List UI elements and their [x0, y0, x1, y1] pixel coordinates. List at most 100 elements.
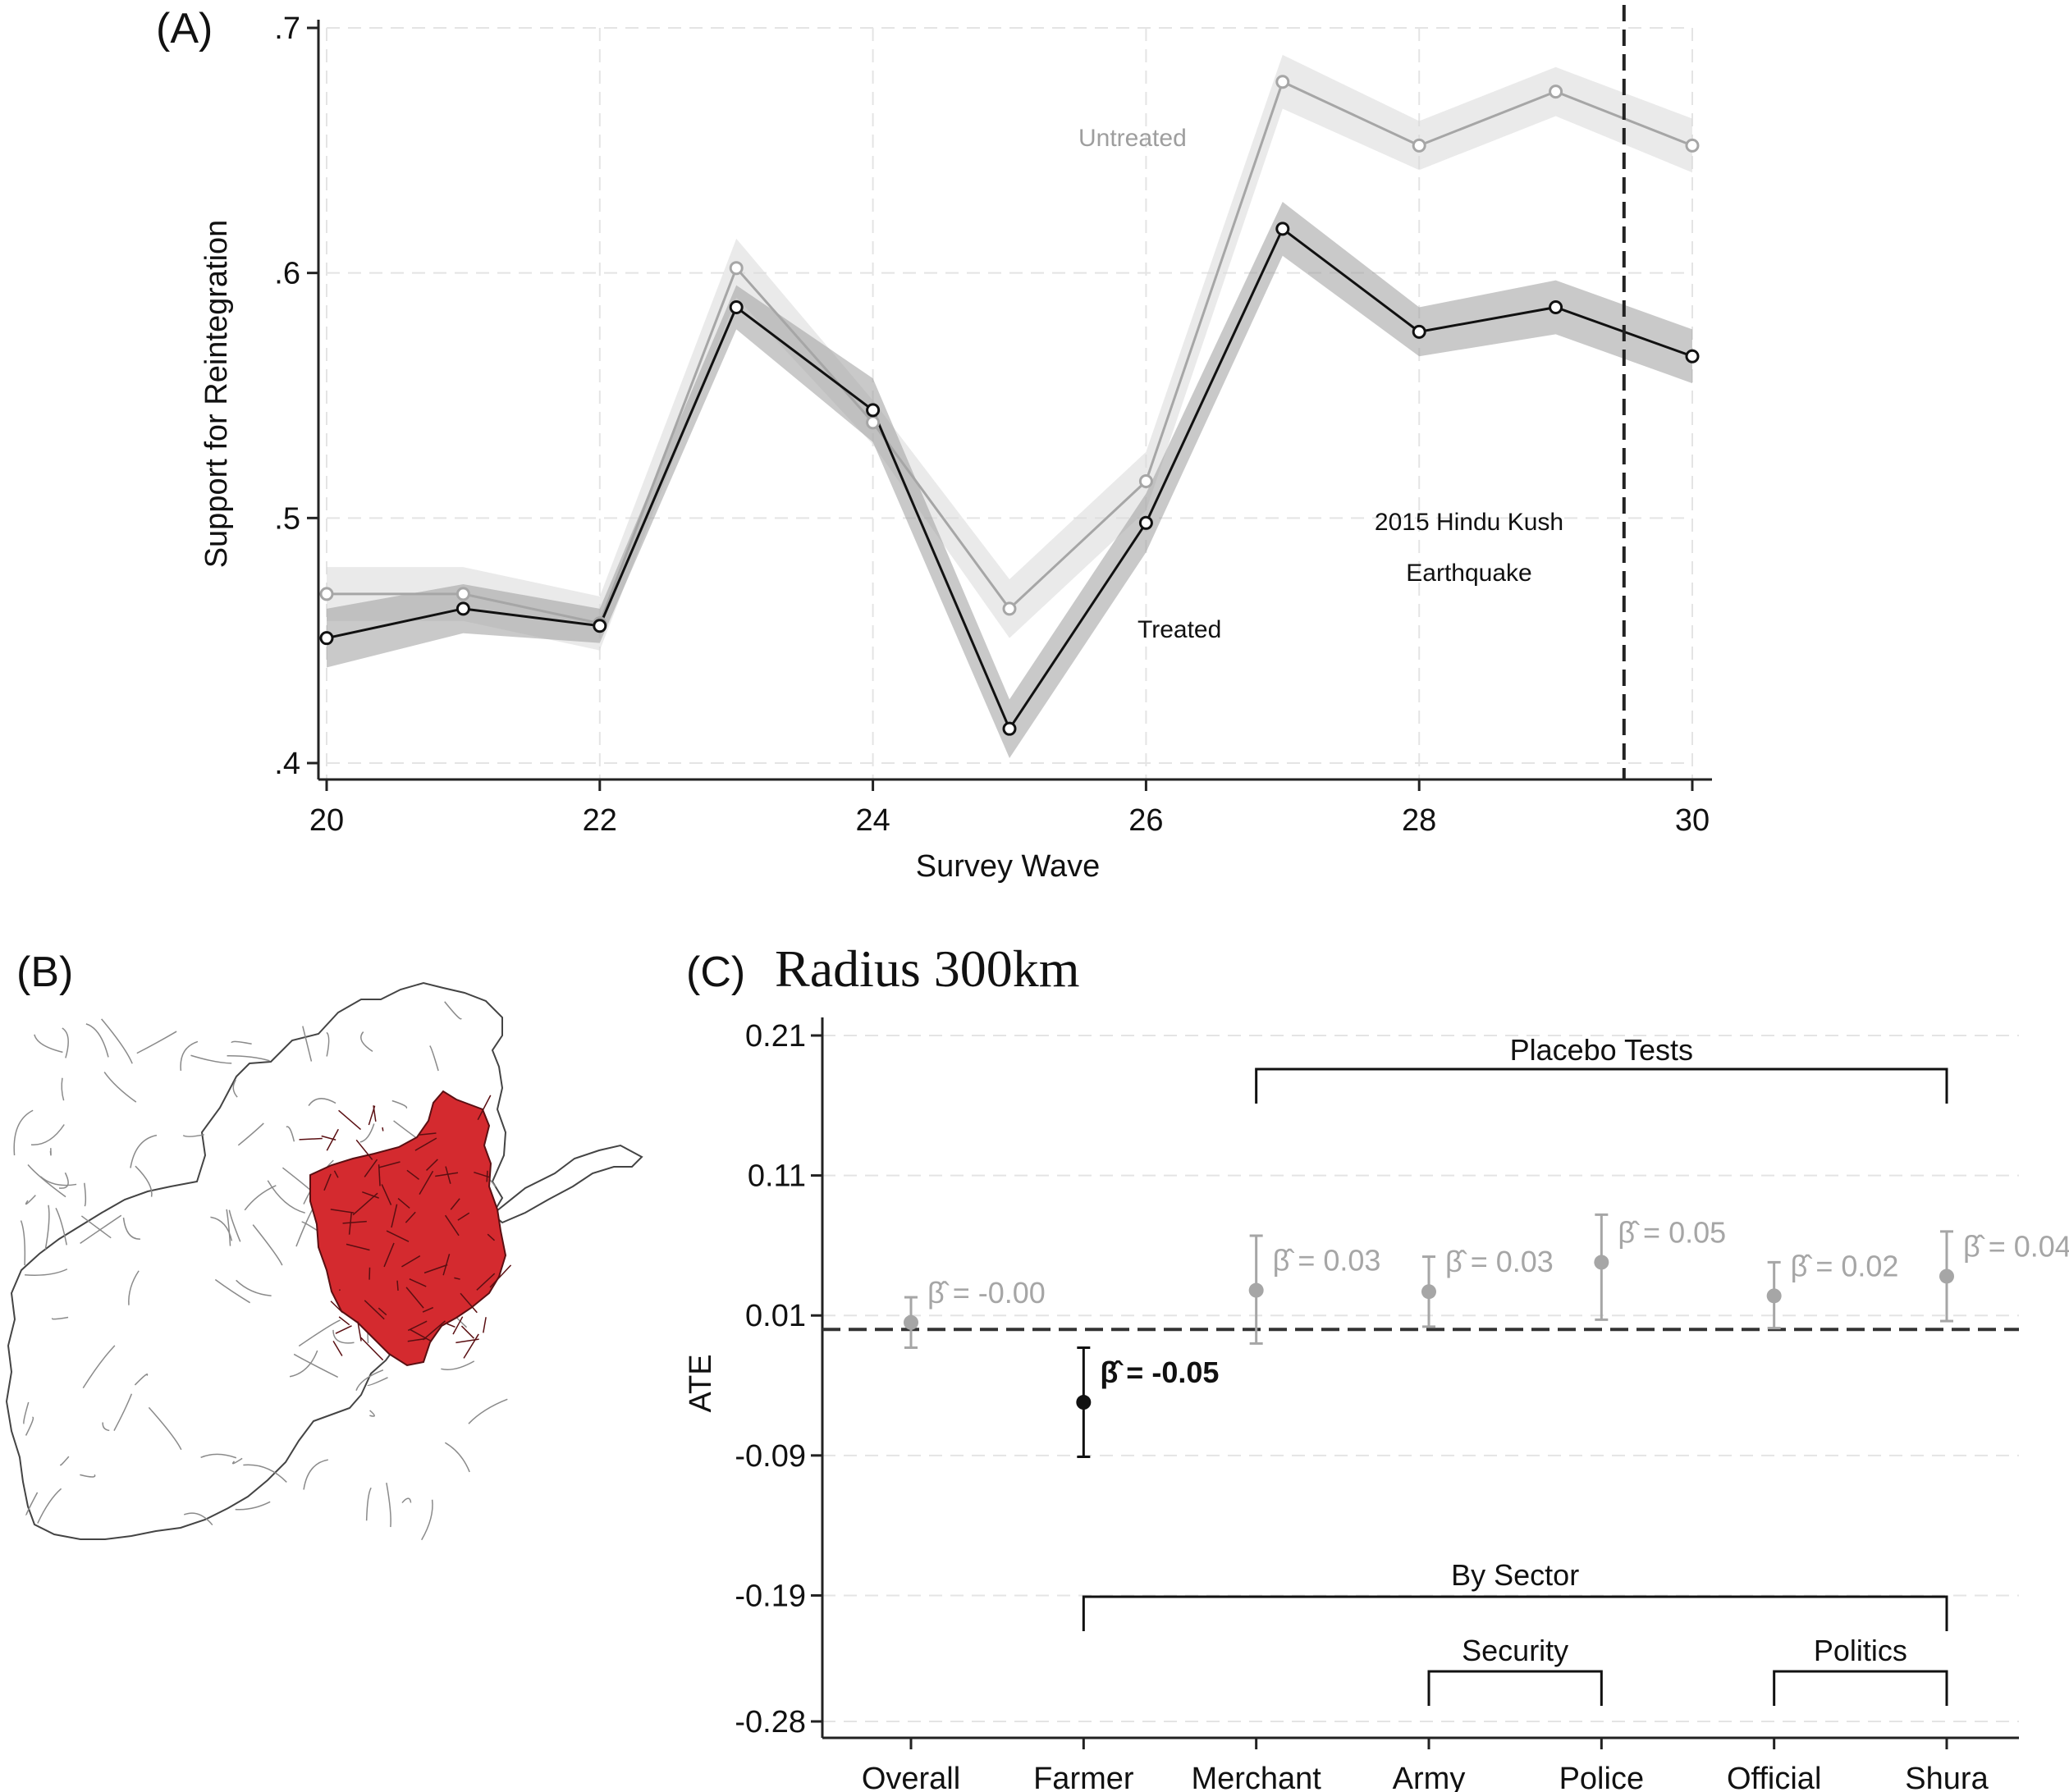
- estimate-label-official: β̂ = 0.02: [1791, 1249, 1899, 1282]
- highlighted-district-boundary: [445, 1166, 451, 1184]
- chart-c-y-tick-label: -0.28: [735, 1705, 806, 1739]
- highlighted-district-boundary: [378, 1164, 381, 1186]
- district-boundary: [183, 1512, 213, 1526]
- district-boundary: [210, 1216, 233, 1241]
- district-boundary: [244, 1185, 277, 1211]
- highlighted-district-boundary: [460, 1292, 478, 1314]
- chart-c: 0.21 0.11 0.01 -0.09 -0.19 -0.28 Overall Farmer…: [684, 1017, 2069, 1792]
- highlighted-district-boundary: [426, 1159, 438, 1171]
- highlighted-district-boundary: [368, 1105, 376, 1126]
- highlighted-district-boundary: [405, 1287, 424, 1309]
- district-boundary: [84, 1182, 87, 1207]
- point-treated: [1685, 349, 1700, 363]
- point-treated: [1412, 324, 1426, 339]
- highlighted-district-boundary: [489, 1264, 512, 1288]
- district-boundary: [135, 1165, 153, 1197]
- highlighted-district-boundary: [338, 1109, 362, 1131]
- highlighted-district-boundary: [348, 1212, 353, 1235]
- district-boundary: [359, 1123, 375, 1143]
- district-boundary: [267, 1180, 305, 1214]
- district-boundary: [51, 1316, 69, 1320]
- district-boundary: [355, 1369, 384, 1392]
- highlighted-district-boundary: [386, 1230, 410, 1242]
- bracket-label-placebo-tests: Placebo Tests: [1510, 1033, 1693, 1067]
- panel-label-c: (C): [686, 949, 745, 996]
- district-boundary: [308, 1098, 336, 1107]
- highlighted-district-boundary: [396, 1280, 399, 1291]
- district-boundary: [441, 1360, 475, 1370]
- district-boundary: [302, 1026, 313, 1062]
- highlighted-district-boundary: [378, 1161, 401, 1168]
- highlighted-district-boundary: [435, 1172, 459, 1177]
- bracket-placebo-tests: [1255, 1067, 1948, 1104]
- district-boundary: [148, 1406, 182, 1451]
- highlighted-district-boundary: [460, 1325, 475, 1339]
- point-untreated: [319, 587, 334, 601]
- highlighted-district-boundary: [405, 1211, 416, 1223]
- point-treated: [1275, 222, 1290, 236]
- point-treated: [1002, 721, 1017, 736]
- district-boundary: [113, 1393, 133, 1431]
- highlighted-district-boundary: [450, 1198, 460, 1210]
- highlighted-district-boundary: [419, 1132, 437, 1136]
- district-boundary: [429, 1045, 439, 1072]
- point-untreated: [866, 415, 881, 430]
- chart-a-y-tick-label: .4: [274, 747, 300, 781]
- district-boundary: [468, 1398, 508, 1424]
- highlighted-district-boundary: [476, 1273, 496, 1291]
- district-boundary: [252, 1224, 283, 1266]
- district-boundary: [214, 1278, 251, 1304]
- highlighted-district-boundary: [333, 1170, 339, 1178]
- district-boundary: [444, 1001, 462, 1020]
- estimate-point-official: [1766, 1288, 1782, 1304]
- district-boundary: [293, 1353, 339, 1378]
- district-boundary: [85, 1023, 109, 1058]
- district-boundary: [332, 1329, 355, 1344]
- district-boundary: [180, 1040, 199, 1072]
- highlighted-district-boundary: [346, 1243, 370, 1251]
- estimate-point-police: [1594, 1255, 1609, 1270]
- bracket-label-politics: Politics: [1814, 1634, 1907, 1667]
- chart-a-grid: [326, 27, 1693, 779]
- district-boundary: [44, 1205, 50, 1250]
- chart-c-estimates: β̂ = -0.00 β̂ = -0.05 β̂ = 0.03 β̂ = 0.03 β̂…: [904, 1213, 2069, 1459]
- district-boundary: [82, 1345, 116, 1389]
- estimate-label-farmer: β̂ = -0.05: [1100, 1355, 1219, 1389]
- district-boundary: [25, 1416, 34, 1436]
- point-treated: [1549, 299, 1563, 314]
- bracket-label-by-sector: By Sector: [1451, 1558, 1579, 1592]
- highlighted-district-boundary: [452, 1316, 464, 1335]
- district-boundary: [30, 1124, 65, 1145]
- district-boundary: [122, 1217, 140, 1240]
- highlighted-district-boundary: [410, 1328, 433, 1342]
- highlighted-district-boundary: [397, 1198, 410, 1209]
- district-boundary: [401, 1497, 412, 1504]
- highlighted-district-boundary: [423, 1264, 448, 1274]
- chart-c-title: Radius 300km: [775, 939, 1080, 998]
- district-boundary: [369, 1410, 375, 1417]
- district-boundary: [286, 1126, 295, 1142]
- district-boundary: [231, 1040, 252, 1045]
- district-boundary: [200, 1453, 237, 1459]
- chart-a-y-tick-label: .7: [274, 11, 300, 46]
- district-boundary: [289, 1350, 318, 1378]
- district-boundary: [103, 1072, 137, 1103]
- series-label-treated: Treated: [1137, 616, 1221, 643]
- point-untreated: [1275, 75, 1290, 89]
- district-boundary: [360, 1031, 373, 1052]
- chart-c-y-tick-label: -0.09: [735, 1439, 806, 1474]
- chart-c-x-tick-label: Farmer: [1033, 1762, 1134, 1792]
- chart-c-y-tick-label: 0.21: [745, 1019, 806, 1054]
- highlighted-district-boundary: [332, 1340, 343, 1356]
- chart-c-x-tick-label: Official: [1727, 1762, 1821, 1792]
- point-treated: [593, 619, 607, 633]
- estimate-label-police: β̂ = 0.05: [1618, 1215, 1726, 1249]
- highlighted-district-boundary: [487, 1233, 496, 1241]
- district-boundary: [55, 1208, 67, 1246]
- district-boundary: [231, 1457, 243, 1465]
- district-boundary: [391, 1099, 408, 1109]
- point-untreated: [729, 261, 744, 276]
- point-untreated: [1138, 474, 1153, 489]
- district-boundary: [102, 1422, 110, 1432]
- highlighted-district-boundary: [407, 1337, 426, 1342]
